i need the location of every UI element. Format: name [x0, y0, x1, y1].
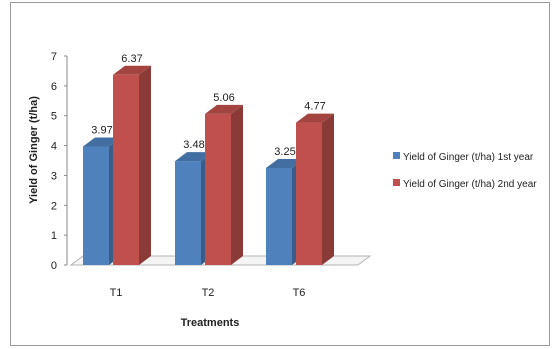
y-tick-label: 2 — [51, 200, 57, 212]
bar — [296, 113, 334, 266]
bar-top — [205, 104, 243, 114]
y-tick-label: 0 — [51, 260, 57, 272]
bar-top — [83, 137, 121, 147]
data-label: 3.48 — [183, 139, 204, 151]
data-label: 5.06 — [213, 92, 234, 104]
bar-top — [296, 113, 334, 123]
y-tick-label: 5 — [51, 111, 57, 123]
bar-top — [175, 152, 213, 162]
bar-front — [296, 122, 322, 266]
y-tick-label: 4 — [51, 141, 57, 153]
bar — [113, 65, 151, 265]
bar-top — [266, 158, 304, 168]
x-axis-title: Treatments — [181, 317, 240, 329]
bar-front — [83, 146, 109, 265]
bar-side — [139, 65, 151, 265]
data-label: 6.37 — [121, 53, 142, 65]
data-label: 3.97 — [91, 124, 112, 136]
legend-swatch — [393, 179, 400, 186]
y-tick-label: 3 — [51, 170, 57, 182]
y-axis-title: Yield of Ginger (t/ha) — [28, 96, 40, 204]
legend-swatch — [393, 152, 400, 159]
bar-side — [322, 113, 334, 266]
bar-side — [231, 104, 243, 266]
y-tick-label: 6 — [51, 81, 57, 93]
x-tick-label: T6 — [293, 287, 306, 299]
data-label: 3.25 — [274, 146, 295, 158]
data-label: 4.77 — [304, 101, 325, 113]
chart-frame: 0 1 2 3 4 5 6 7 T1 T2 T6 3.97 3.48 3.25 6.37 5.06 4.77 … — [10, 2, 550, 346]
bar-front — [266, 167, 292, 265]
legend-label: Yield of Ginger (t/ha) 2nd year — [403, 179, 537, 190]
bar-top — [113, 65, 151, 75]
bar — [205, 104, 243, 266]
legend-label: Yield of Ginger (t/ha) 1st year — [403, 152, 534, 163]
bar-front — [205, 113, 231, 266]
y-tick-label: 1 — [51, 230, 57, 242]
bar-front — [175, 161, 201, 265]
bar-front — [113, 74, 139, 265]
x-tick-label: T1 — [110, 287, 123, 299]
x-tick-label: T2 — [202, 287, 215, 299]
y-tick-label: 7 — [51, 51, 57, 63]
